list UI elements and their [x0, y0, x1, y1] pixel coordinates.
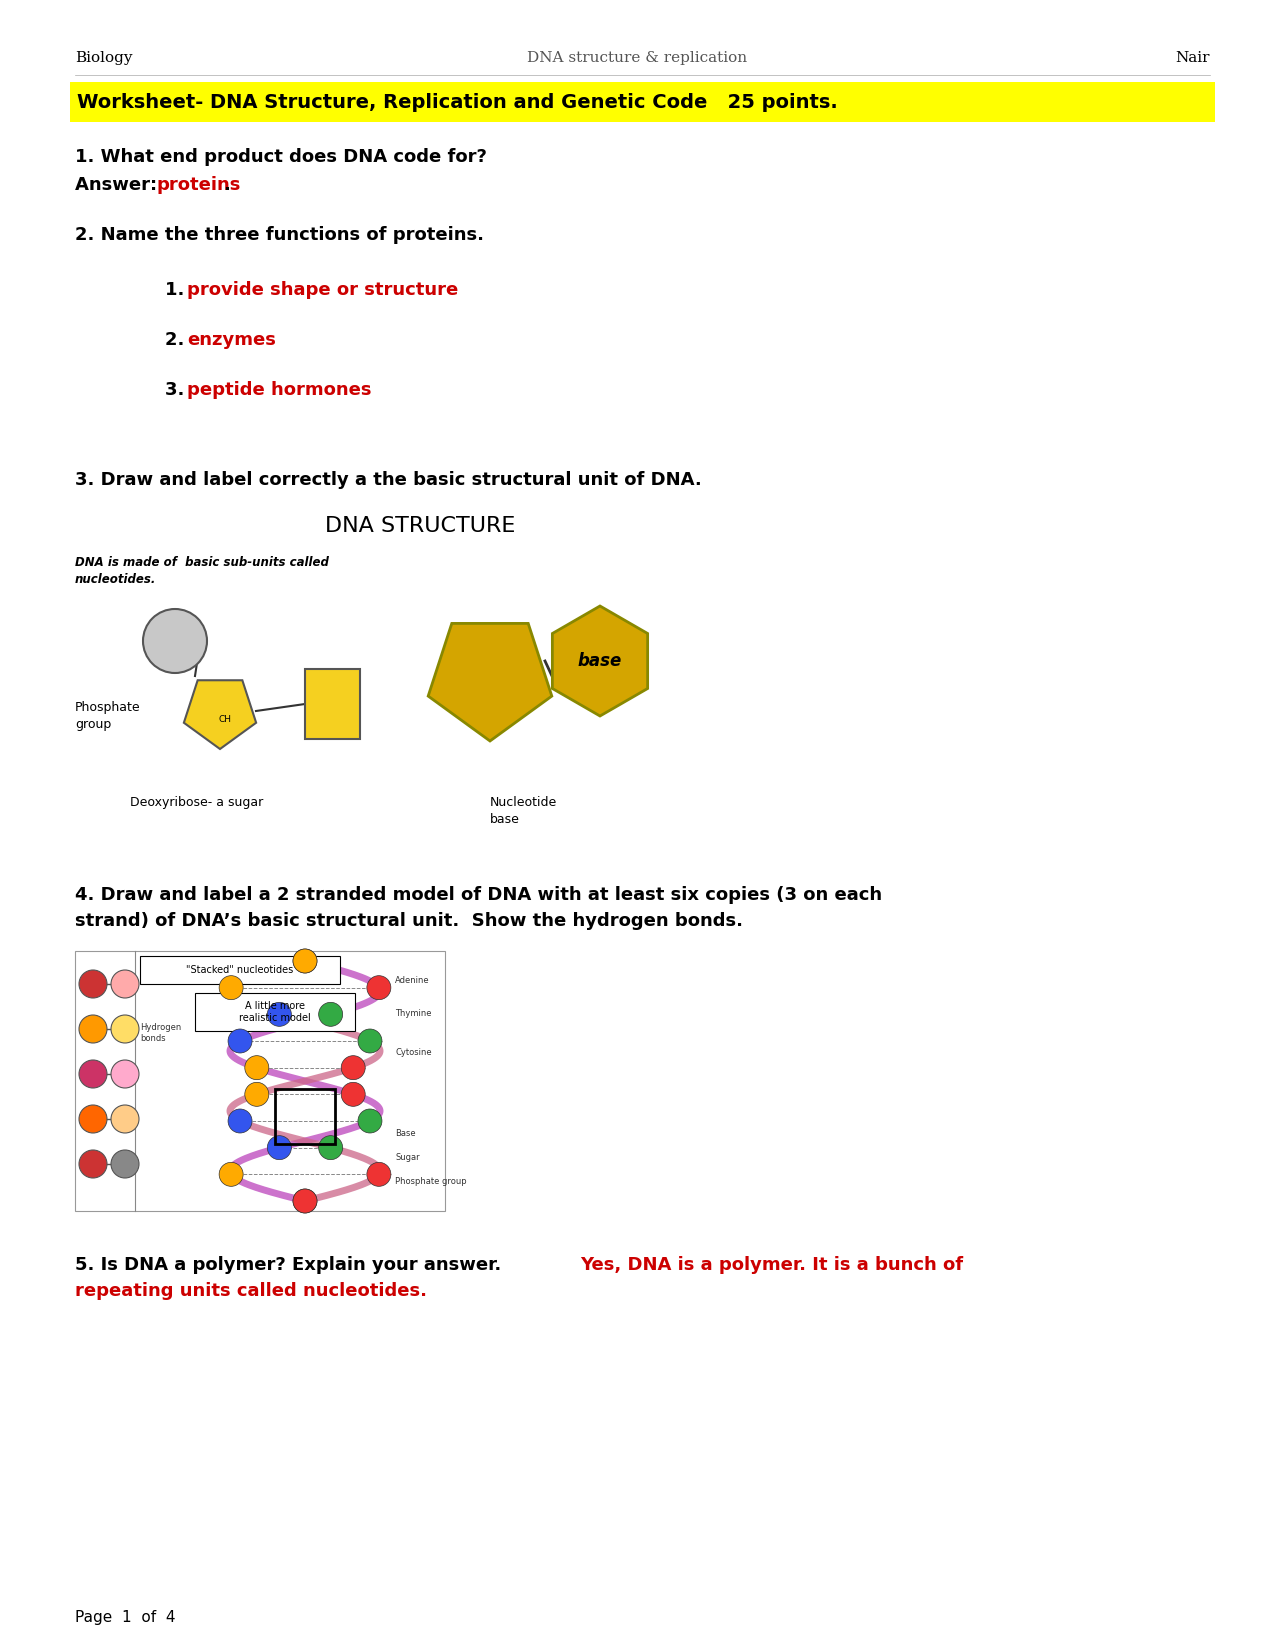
Text: 3. Draw and label correctly a the basic structural unit of DNA.: 3. Draw and label correctly a the basic …	[75, 471, 701, 489]
Text: 1.: 1.	[164, 281, 191, 299]
Circle shape	[293, 949, 317, 972]
Text: Phosphate group: Phosphate group	[395, 1177, 467, 1187]
Text: Biology: Biology	[75, 51, 133, 64]
Text: base: base	[578, 652, 622, 670]
Bar	[275, 1090, 335, 1144]
Text: Cytosine: Cytosine	[395, 1048, 432, 1057]
Circle shape	[358, 1109, 382, 1133]
Circle shape	[367, 1162, 391, 1187]
Circle shape	[111, 1015, 139, 1043]
Text: DNA structure & replication: DNA structure & replication	[528, 51, 747, 64]
Text: Yes, DNA is a polymer. It is a bunch of: Yes, DNA is a polymer. It is a bunch of	[580, 1256, 963, 1275]
Text: 3.: 3.	[164, 381, 191, 400]
Circle shape	[79, 1105, 107, 1133]
Text: DNA is made of  basic sub-units called
nucleotides.: DNA is made of basic sub-units called nu…	[75, 556, 329, 586]
Circle shape	[245, 1055, 269, 1080]
Text: 2. Name the three functions of proteins.: 2. Name the three functions of proteins.	[75, 226, 484, 244]
Text: 4. Draw and label a 2 stranded model of DNA with at least six copies (3 on each: 4. Draw and label a 2 stranded model of …	[75, 887, 882, 905]
Circle shape	[293, 1189, 317, 1213]
Text: Worksheet- DNA Structure, Replication and Genetic Code   25 points.: Worksheet- DNA Structure, Replication an…	[76, 92, 838, 112]
Circle shape	[79, 1015, 107, 1043]
Circle shape	[228, 1029, 252, 1053]
Circle shape	[111, 1151, 139, 1179]
Circle shape	[79, 1060, 107, 1088]
Text: Sugar: Sugar	[395, 1154, 419, 1162]
Text: Base: Base	[395, 1129, 416, 1138]
Circle shape	[367, 976, 391, 999]
Text: Deoxyribose- a sugar: Deoxyribose- a sugar	[130, 796, 263, 809]
Circle shape	[293, 949, 317, 972]
Circle shape	[79, 1151, 107, 1179]
Circle shape	[143, 609, 207, 674]
Polygon shape	[184, 680, 256, 750]
Circle shape	[219, 1162, 244, 1187]
Bar	[195, 992, 354, 1030]
Bar	[140, 956, 340, 984]
Text: proteins: proteins	[157, 177, 241, 195]
Text: "Stacked" nucleotides: "Stacked" nucleotides	[186, 964, 293, 976]
Circle shape	[245, 1083, 269, 1106]
Polygon shape	[552, 606, 648, 717]
Circle shape	[342, 1055, 365, 1080]
Text: Hydrogen
bonds: Hydrogen bonds	[140, 1024, 181, 1043]
Text: Answer:: Answer:	[75, 177, 163, 195]
Circle shape	[268, 1136, 292, 1159]
Circle shape	[228, 1109, 252, 1133]
Circle shape	[111, 971, 139, 997]
Text: Page  1  of  4: Page 1 of 4	[75, 1610, 176, 1625]
Circle shape	[268, 1002, 292, 1027]
Circle shape	[293, 1189, 317, 1213]
Bar	[70, 83, 1215, 122]
Text: Thymine: Thymine	[395, 1009, 431, 1019]
Text: Nucleotide
base: Nucleotide base	[490, 796, 557, 826]
Text: Nair: Nair	[1176, 51, 1210, 64]
Text: strand) of DNA’s basic structural unit.  Show the hydrogen bonds.: strand) of DNA’s basic structural unit. …	[75, 911, 743, 930]
Circle shape	[219, 976, 244, 999]
Text: A little more
realistic model: A little more realistic model	[240, 1001, 311, 1024]
Text: Adenine: Adenine	[395, 976, 430, 984]
Text: 1. What end product does DNA code for?: 1. What end product does DNA code for?	[75, 149, 487, 167]
Text: CH: CH	[218, 715, 232, 723]
Text: peptide hormones: peptide hormones	[187, 381, 371, 400]
Circle shape	[358, 1029, 382, 1053]
Polygon shape	[428, 624, 552, 741]
Text: DNA STRUCTURE: DNA STRUCTURE	[325, 517, 515, 537]
Circle shape	[342, 1083, 365, 1106]
Text: provide shape or structure: provide shape or structure	[187, 281, 458, 299]
Circle shape	[79, 971, 107, 997]
Text: .: .	[223, 177, 230, 195]
Circle shape	[111, 1060, 139, 1088]
Bar	[305, 669, 360, 740]
Circle shape	[319, 1136, 343, 1159]
Text: Phosphate
group: Phosphate group	[75, 702, 140, 731]
Text: repeating units called nucleotides.: repeating units called nucleotides.	[75, 1281, 427, 1299]
Text: enzymes: enzymes	[187, 330, 275, 348]
Text: 5. Is DNA a polymer? Explain your answer.: 5. Is DNA a polymer? Explain your answer…	[75, 1256, 507, 1275]
Circle shape	[111, 1105, 139, 1133]
Circle shape	[319, 1002, 343, 1027]
Text: 2.: 2.	[164, 330, 191, 348]
Bar	[75, 951, 445, 1210]
